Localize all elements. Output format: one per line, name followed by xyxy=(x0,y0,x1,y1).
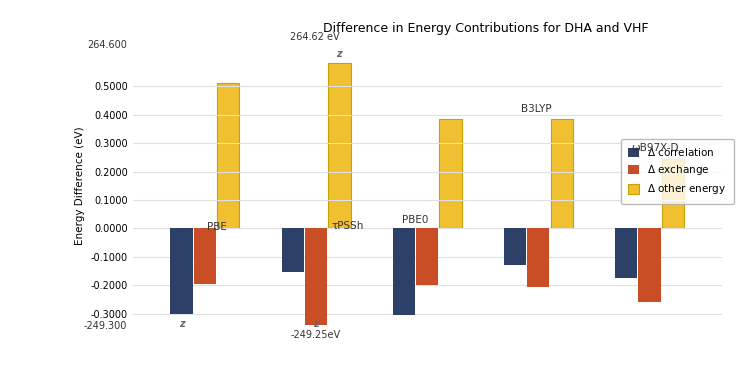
Bar xyxy=(305,228,327,325)
Text: PBE0: PBE0 xyxy=(402,215,428,225)
Text: z: z xyxy=(178,319,184,329)
Bar xyxy=(416,228,438,285)
Bar xyxy=(504,228,526,265)
Bar xyxy=(527,228,550,287)
Bar xyxy=(393,228,415,315)
Text: ωB97X-D: ωB97X-D xyxy=(632,143,680,153)
Text: -249.25eV: -249.25eV xyxy=(291,330,341,340)
Text: 264.600: 264.600 xyxy=(87,40,127,50)
Text: -249.300: -249.300 xyxy=(84,321,127,331)
Bar xyxy=(170,228,193,314)
Title: Difference in Energy Contributions for DHA and VHF: Difference in Energy Contributions for D… xyxy=(323,23,649,36)
Bar xyxy=(550,119,573,228)
Bar xyxy=(615,228,638,278)
Bar xyxy=(638,228,661,302)
Legend: $\Delta$ correlation, $\Delta$ exchange, $\Delta$ other energy: $\Delta$ correlation, $\Delta$ exchange,… xyxy=(621,139,734,204)
Text: 264.62 eV: 264.62 eV xyxy=(290,32,340,42)
Text: PBE: PBE xyxy=(207,222,227,232)
Bar xyxy=(328,64,350,228)
Text: z: z xyxy=(337,49,342,59)
Bar xyxy=(440,119,462,228)
Text: z: z xyxy=(314,319,319,329)
Bar xyxy=(217,83,239,228)
Y-axis label: Energy Difference (eV): Energy Difference (eV) xyxy=(75,127,85,245)
Bar xyxy=(662,159,684,228)
Bar xyxy=(281,228,304,272)
Text: B3LYP: B3LYP xyxy=(520,104,551,114)
Bar xyxy=(194,228,216,284)
Text: τPSSh: τPSSh xyxy=(332,221,364,231)
